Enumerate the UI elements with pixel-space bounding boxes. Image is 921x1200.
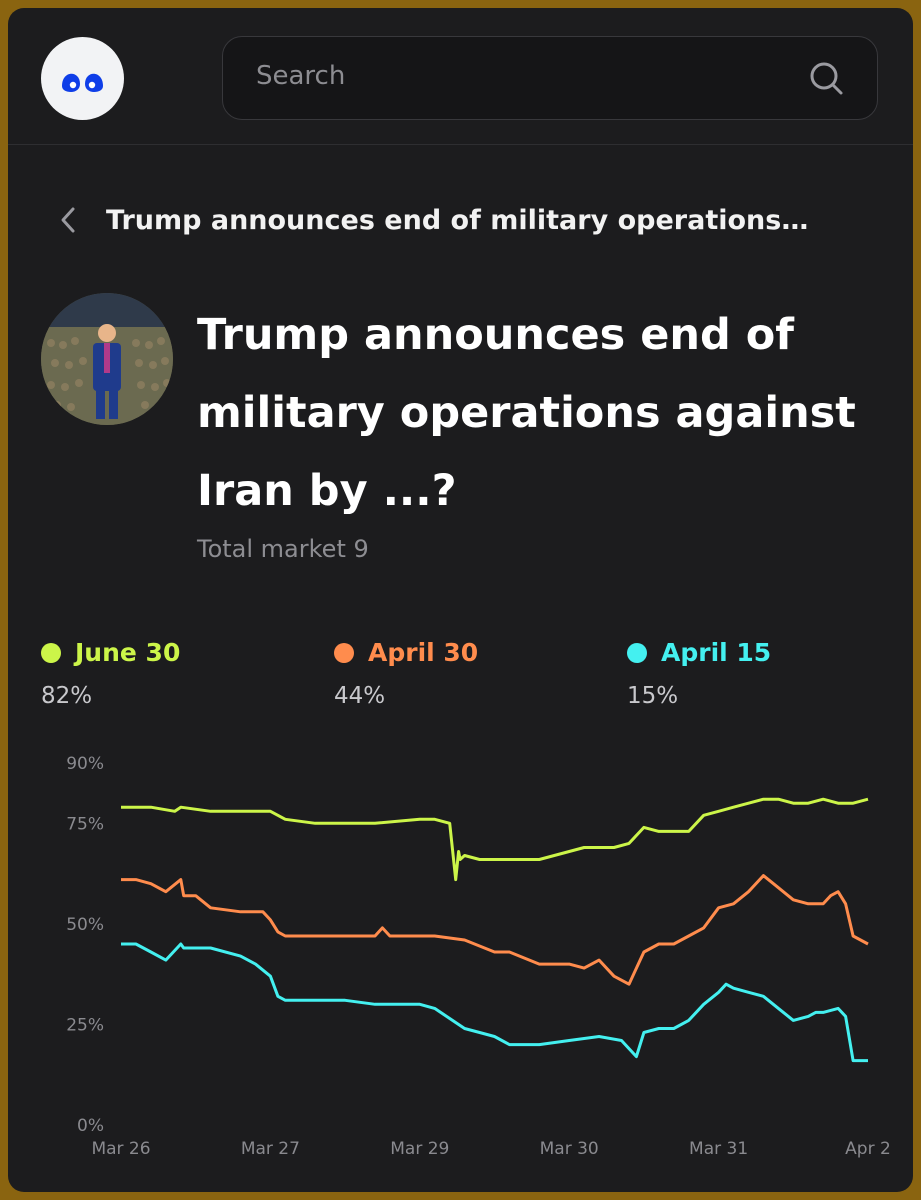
series-line-april-15[interactable] xyxy=(121,942,868,1063)
legend-label: April 15 xyxy=(661,638,772,667)
breadcrumb[interactable]: Trump announces end of military operatio… xyxy=(58,198,808,242)
series-line-april-30[interactable] xyxy=(121,874,869,986)
y-tick-label: 25% xyxy=(66,1015,104,1035)
search-input[interactable]: Search xyxy=(256,61,346,91)
x-tick-label: Mar 30 xyxy=(540,1139,599,1159)
legend-dot xyxy=(334,642,354,663)
x-tick-label: Apr 2 xyxy=(845,1139,891,1159)
y-tick-label: 75% xyxy=(66,814,104,834)
app-frame: Search Trump announces end of military o… xyxy=(8,8,913,1192)
legend-dot xyxy=(627,642,647,663)
x-tick-label: Mar 27 xyxy=(241,1139,300,1159)
breadcrumb-label: Trump announces end of military operatio… xyxy=(106,204,809,236)
total-market: Total market 9 xyxy=(197,535,369,563)
legend-april-15[interactable]: April 15 15% xyxy=(627,638,887,709)
y-tick-label: 90% xyxy=(66,754,104,774)
search-box[interactable]: Search xyxy=(222,36,878,120)
legend-label: April 30 xyxy=(368,638,479,667)
legend-label: June 30 xyxy=(75,638,181,667)
chevron-left-icon[interactable] xyxy=(58,205,78,235)
y-tick-label: 0% xyxy=(77,1116,104,1136)
legend-percentage: 44% xyxy=(334,683,386,709)
legend-percentage: 15% xyxy=(627,683,679,709)
x-tick-label: Mar 31 xyxy=(689,1139,748,1159)
y-tick-label: 50% xyxy=(66,915,104,935)
legend-june-30[interactable]: June 30 82% xyxy=(41,638,301,709)
price-history-chart[interactable]: 90% 75% 50% 25% 0% Mar 26 Mar 27 Mar 29 Mar 30 Ma… xyxy=(8,8,913,1192)
x-tick-label: Mar 29 xyxy=(390,1139,449,1159)
legend-percentage: 82% xyxy=(41,683,93,709)
series-line-june-30[interactable] xyxy=(121,797,869,882)
eyes-logo-icon[interactable] xyxy=(41,37,124,120)
search-icon[interactable] xyxy=(807,59,847,99)
legend-april-30[interactable]: April 30 44% xyxy=(334,638,594,709)
top-bar: Search xyxy=(8,8,913,145)
x-tick-label: Mar 26 xyxy=(91,1139,150,1159)
market-title: Trump announces end of military operatio… xyxy=(197,310,856,516)
legend-dot xyxy=(41,642,61,663)
